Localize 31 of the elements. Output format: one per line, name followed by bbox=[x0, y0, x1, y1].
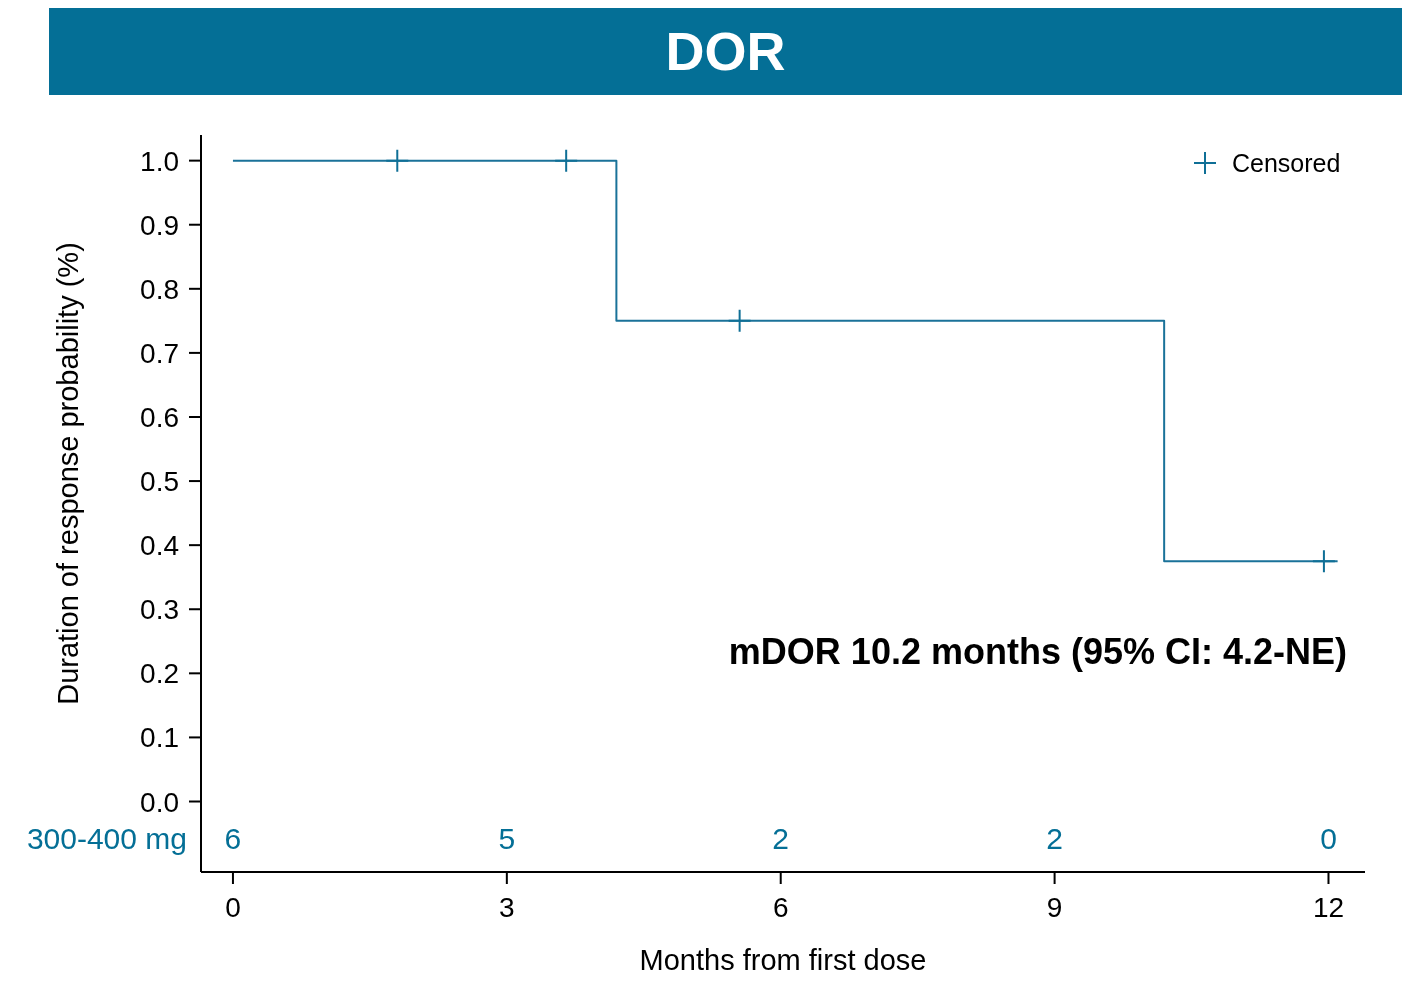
annotation: 5 bbox=[498, 821, 516, 855]
annotation: 6 bbox=[224, 821, 242, 855]
y-tick-label: 1.0 bbox=[140, 145, 179, 177]
y-tick-label: 0.5 bbox=[140, 466, 179, 498]
x-tick-label: 6 bbox=[772, 892, 789, 923]
point bbox=[1312, 550, 1335, 573]
annotation: mDOR 10.2 months (95% CI: 4.2-NE) bbox=[728, 631, 1347, 673]
y-tick-label: 0.4 bbox=[140, 530, 179, 562]
x-tick-label: 9 bbox=[1046, 892, 1063, 923]
y-tick-label: 0.9 bbox=[140, 209, 179, 241]
y-tick-label: 0.0 bbox=[140, 786, 179, 818]
x-axis-title: Months from first dose bbox=[639, 944, 927, 976]
chart-title: DOR bbox=[665, 21, 786, 81]
x-tick-label: 12 bbox=[1312, 892, 1345, 923]
y-tick-label: 0.7 bbox=[140, 337, 179, 369]
point bbox=[386, 149, 409, 172]
point bbox=[555, 149, 578, 172]
annotation: 0 bbox=[1320, 821, 1337, 855]
y-tick-label: 0.8 bbox=[140, 273, 179, 305]
x-tick-label: 0 bbox=[225, 892, 241, 923]
point bbox=[728, 309, 751, 332]
legend-label: Censored bbox=[1232, 149, 1341, 177]
annotation: 2 bbox=[1046, 821, 1063, 855]
text: 300-400 mg bbox=[26, 821, 187, 855]
y-tick-label: 0.3 bbox=[140, 594, 179, 626]
annotation: 2 bbox=[772, 821, 790, 855]
y-tick-label: 0.1 bbox=[140, 722, 179, 754]
y-axis-title: Duration of response probability (%) bbox=[52, 242, 84, 705]
y-tick-label: 0.6 bbox=[140, 401, 179, 433]
y-tick-label: 0.2 bbox=[140, 658, 179, 690]
x-tick-label: 3 bbox=[499, 892, 515, 923]
